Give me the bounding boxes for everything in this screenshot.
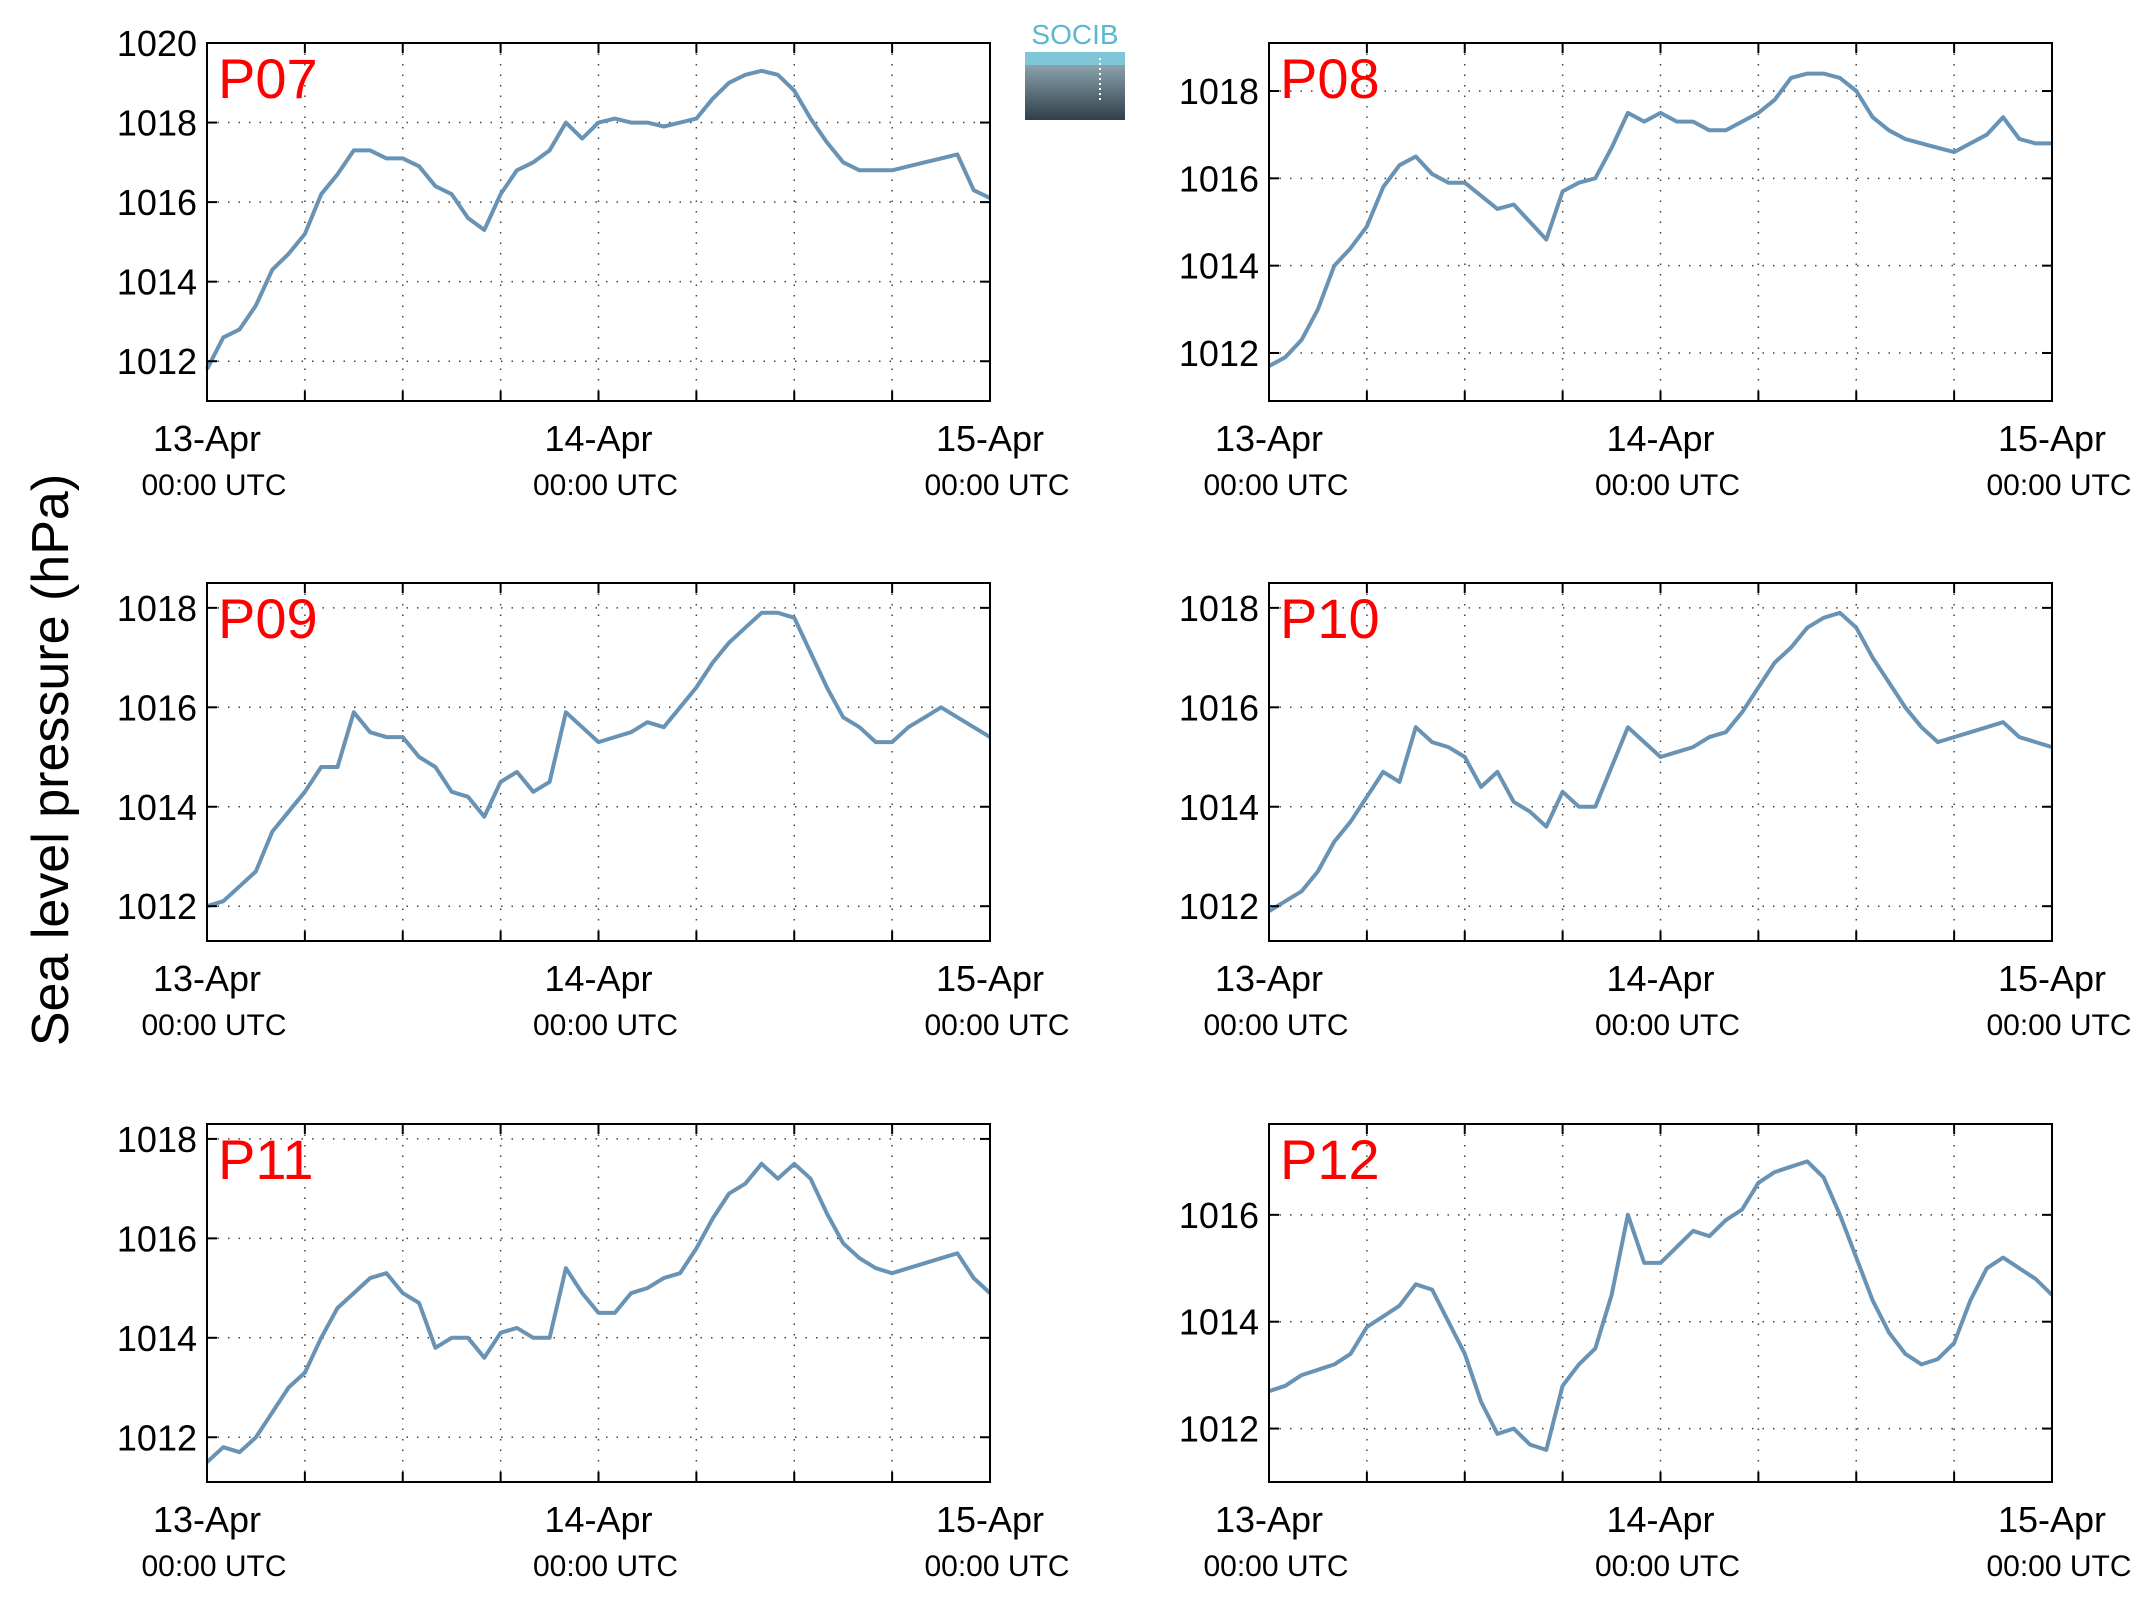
x-tick-label-time: 00:00 UTC <box>533 469 678 502</box>
panel-label: P09 <box>218 587 318 650</box>
y-tick-label: 1014 <box>1179 787 1259 828</box>
x-tick-label-time: 00:00 UTC <box>1595 1009 1740 1042</box>
x-tick-label-date: 14-Apr <box>544 418 652 459</box>
panel-p11: 1012 1014 1016 1018 13-Apr 00:00 UTC 14-Apr 00:… <box>117 1119 1070 1583</box>
x-tick-label-date: 14-Apr <box>1606 418 1714 459</box>
y-tick-label: 1016 <box>1179 158 1259 199</box>
panel-p10: 1012 1014 1016 1018 13-Apr 00:00 UTC 14-Apr 00:… <box>1179 582 2132 1042</box>
x-tick-label-date: 13-Apr <box>153 1499 261 1540</box>
x-tick-label-date: 13-Apr <box>1215 418 1323 459</box>
y-tick-label: 1018 <box>117 1119 197 1160</box>
x-tick-label-date: 15-Apr <box>936 418 1044 459</box>
y-tick-label: 1012 <box>1179 1409 1259 1450</box>
x-tick-label-date: 15-Apr <box>936 958 1044 999</box>
series-line-p08 <box>1268 71 2052 368</box>
y-tick-label: 1018 <box>117 588 197 629</box>
panel-label: P08 <box>1280 47 1380 110</box>
series-line-p11 <box>205 1161 992 1464</box>
chart-panels: 1012 1014 1016 1018 1020 13-Apr 00:00 UTC 14-Ap… <box>117 23 2132 1583</box>
x-tick-label-time: 00:00 UTC <box>1203 1550 1348 1583</box>
y-tick-label: 1018 <box>1179 71 1259 112</box>
x-tick-label-date: 13-Apr <box>153 418 261 459</box>
series-line-p12 <box>1268 1159 2054 1452</box>
x-tick-label-date: 14-Apr <box>544 958 652 999</box>
y-tick-label: 1014 <box>1179 246 1259 287</box>
panel-p07: 1012 1014 1016 1018 1020 13-Apr 00:00 UTC 14-Ap… <box>117 23 1070 502</box>
x-tick-label-time: 00:00 UTC <box>1986 1009 2131 1042</box>
x-tick-label-time: 00:00 UTC <box>924 1550 1069 1583</box>
x-tick-label-date: 15-Apr <box>1998 1499 2106 1540</box>
x-tick-label-time: 00:00 UTC <box>1986 469 2131 502</box>
y-tick-label: 1012 <box>1179 333 1259 374</box>
panel-label: P10 <box>1280 587 1380 650</box>
x-tick-label-time: 00:00 UTC <box>1203 1009 1348 1042</box>
x-tick-label-time: 00:00 UTC <box>533 1009 678 1042</box>
y-tick-label: 1016 <box>1179 687 1259 728</box>
panel-label: P11 <box>218 1128 313 1191</box>
x-tick-label-date: 15-Apr <box>936 1499 1044 1540</box>
y-tick-label: 1016 <box>1179 1195 1259 1236</box>
x-tick-label-time: 00:00 UTC <box>1203 469 1348 502</box>
x-tick-label-time: 00:00 UTC <box>141 469 286 502</box>
x-tick-label-date: 14-Apr <box>1606 1499 1714 1540</box>
x-tick-label-time: 00:00 UTC <box>141 1009 286 1042</box>
y-tick-label: 1012 <box>117 886 197 927</box>
y-tick-label: 1012 <box>117 1417 197 1458</box>
logo-block <box>1025 65 1125 120</box>
x-tick-label-date: 15-Apr <box>1998 418 2106 459</box>
x-tick-label-time: 00:00 UTC <box>924 1009 1069 1042</box>
panel-label: P07 <box>218 47 318 110</box>
x-tick-label-date: 14-Apr <box>544 1499 652 1540</box>
series-line-p07 <box>205 68 991 371</box>
y-tick-label: 1020 <box>117 23 197 64</box>
y-tick-label: 1016 <box>117 687 197 728</box>
panel-p08: 1012 1014 1016 1018 13-Apr 00:00 UTC 14-Apr 00:… <box>1179 42 2132 502</box>
x-tick-label-date: 13-Apr <box>153 958 261 999</box>
panel-p09: 1012 1014 1016 1018 13-Apr 00:00 UTC 14-Apr 00:… <box>117 582 1070 1042</box>
x-tick-label-time: 00:00 UTC <box>533 1550 678 1583</box>
x-tick-label-date: 13-Apr <box>1215 1499 1323 1540</box>
socib-logo: SOCIB <box>1025 19 1125 120</box>
x-tick-label-time: 00:00 UTC <box>1986 1550 2131 1583</box>
y-tick-label: 1014 <box>117 262 197 303</box>
x-tick-label-date: 15-Apr <box>1998 958 2106 999</box>
y-tick-label: 1012 <box>117 341 197 382</box>
y-tick-label: 1014 <box>117 1318 197 1359</box>
figure-y-axis-label: Sea level pressure (hPa) <box>22 474 80 1046</box>
y-tick-label: 1018 <box>1179 588 1259 629</box>
y-tick-label: 1012 <box>1179 886 1259 927</box>
series-line-p10 <box>1267 610 2053 913</box>
series-line-p09 <box>206 610 992 909</box>
x-tick-label-time: 00:00 UTC <box>924 469 1069 502</box>
x-tick-label-time: 00:00 UTC <box>141 1550 286 1583</box>
y-tick-label: 1018 <box>117 103 197 144</box>
y-tick-label: 1016 <box>117 1218 197 1259</box>
y-tick-label: 1014 <box>117 787 197 828</box>
panel-p12: 1012 1014 1016 13-Apr 00:00 UTC 14-Apr 00:00 U… <box>1179 1123 2132 1583</box>
y-tick-label: 1016 <box>117 182 197 223</box>
x-tick-label-date: 13-Apr <box>1215 958 1323 999</box>
x-tick-label-time: 00:00 UTC <box>1595 469 1740 502</box>
x-tick-label-date: 14-Apr <box>1606 958 1714 999</box>
y-tick-label: 1014 <box>1179 1302 1259 1343</box>
x-tick-label-time: 00:00 UTC <box>1595 1550 1740 1583</box>
logo-text: SOCIB <box>1031 20 1118 50</box>
panel-label: P12 <box>1280 1128 1380 1191</box>
